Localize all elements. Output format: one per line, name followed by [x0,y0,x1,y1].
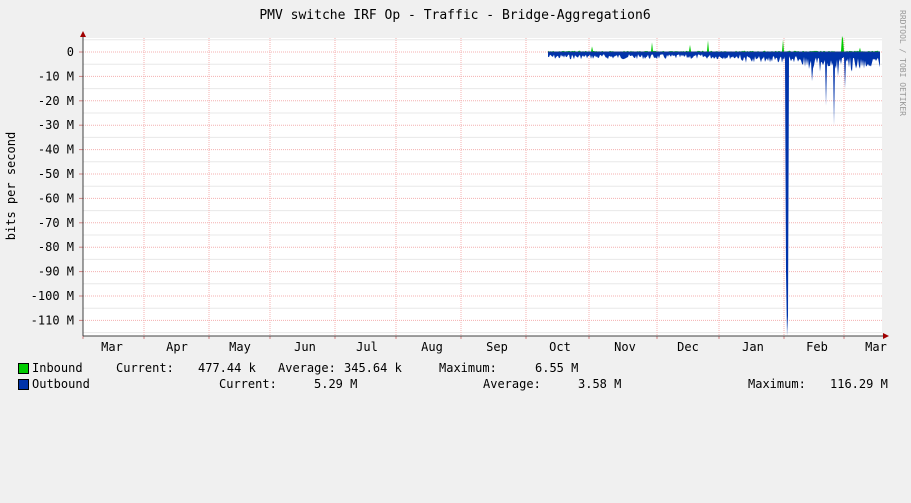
legend-outbound: Outbound Current: 5.29 M Average: 3.58 M… [18,377,888,391]
y-tick-label: -110 M [31,313,74,327]
x-tick-label: Aug [421,340,443,354]
chart-title: PMV switche IRF Op - Traffic - Bridge-Ag… [259,8,650,23]
legend-inbound: Inbound Current: 477.44 k Average: 345.6… [18,361,578,375]
y-tick-label: -100 M [31,289,74,303]
x-tick-label: Feb [806,340,828,354]
outbound-current-value: 5.29 M [314,377,358,391]
inbound-maximum-value: 6.55 M [535,361,579,375]
y-tick-label: -30 M [38,118,74,132]
x-tick-label: Jul [356,340,378,354]
outbound-maximum-value: 116.29 M [830,377,888,391]
y-tick-label: -20 M [38,94,74,108]
inbound-name: Inbound [32,361,83,375]
x-tick-label: Sep [486,340,508,354]
outbound-swatch [18,379,29,390]
y-tick-label: -60 M [38,191,74,205]
watermark: RRDTOOL / TOBI OETIKER [898,10,907,116]
outbound-average-label: Average: [483,377,541,391]
outbound-average-value: 3.58 M [578,377,622,391]
grid [82,38,882,336]
outbound-name: Outbound [32,377,90,391]
y-tick-label: -50 M [38,167,74,181]
y-tick-label: -90 M [38,265,74,279]
y-axis-arrow [80,31,86,37]
x-tick-label: Jan [742,340,764,354]
x-tick-label: Oct [549,340,571,354]
y-tick-label: -80 M [38,240,74,254]
y-tick-label: 0 [67,45,74,59]
outbound-current-label: Current: [219,377,277,391]
x-axis-arrow [883,333,889,339]
inbound-maximum-label: Maximum: [439,361,497,375]
plot-area [83,38,882,336]
inbound-average-value: 345.64 k [344,361,402,375]
inbound-swatch [18,363,29,374]
inbound-current-value: 477.44 k [198,361,256,375]
series-layer [548,36,880,336]
inbound-current-label: Current: [116,361,174,375]
x-tick-label: Jun [294,340,316,354]
traffic-chart: 0 -10 M -20 M -30 M -40 M -50 M -60 M -70 M -80 … [4,8,907,354]
y-tick-label: -10 M [38,69,74,83]
inbound-average-label: Average: [278,361,336,375]
x-tick-label: Apr [166,340,188,354]
x-tick-label: Dec [677,340,699,354]
y-tick-label: -70 M [38,216,74,230]
y-tick-label: -40 M [38,143,74,157]
outbound-maximum-label: Maximum: [748,377,806,391]
axes [79,31,889,339]
x-tick-label: Mar [101,340,123,354]
x-tick-label: Nov [614,340,636,354]
tick-labels: 0 -10 M -20 M -30 M -40 M -50 M -60 M -70 M -80 … [31,45,887,354]
x-tick-label: May [229,340,251,354]
y-axis-label: bits per second [4,132,18,240]
x-tick-label: Mar [865,340,887,354]
